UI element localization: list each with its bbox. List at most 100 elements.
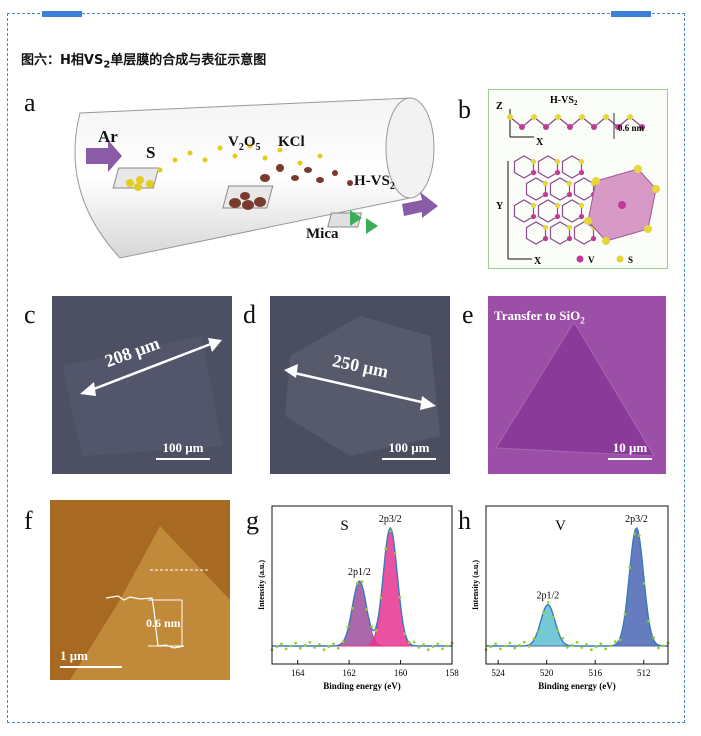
axis-z: Z: [496, 101, 503, 112]
xps-chart-v: 524 520 516 512 Binding energy (eV) Intensity…: [471, 505, 670, 691]
xps-data-point: [546, 601, 550, 604]
xps-data-point: [551, 615, 555, 619]
xps-data-point: [566, 645, 569, 649]
xps-data-point: [436, 642, 440, 646]
sulfur-atom: [578, 202, 585, 209]
sulfur-atom: [542, 180, 549, 187]
xps-data-point: [341, 640, 345, 644]
x-tick-label: 520: [540, 668, 554, 678]
xps-data-point: [542, 611, 545, 615]
xps-data-point: [393, 552, 397, 555]
vanadium-atom: [530, 213, 537, 220]
xps-data-point: [604, 647, 608, 651]
xps-data-point: [332, 642, 335, 646]
x-tick-label: 512: [637, 668, 651, 678]
panel-letter-b: b: [458, 95, 471, 124]
sulfur-atom: [542, 224, 549, 231]
xps-data-point: [445, 644, 449, 648]
xps-data-point: [431, 645, 435, 649]
vanadium-atom: [578, 169, 585, 176]
xps-data-point: [508, 641, 512, 645]
sulfur-atom: [578, 158, 585, 165]
panel-letter-g: g: [246, 506, 259, 535]
xps-data-point: [408, 641, 411, 644]
element-label: V: [555, 518, 566, 534]
frame-tab-right: [611, 11, 651, 17]
xps-data-point: [327, 645, 331, 649]
xps-data-point: [422, 643, 425, 646]
scalebar-f: 1 μm: [60, 648, 122, 668]
thickness-label: 0.6 nm: [618, 123, 645, 133]
xps-data-point: [303, 643, 307, 647]
optical-image-e: Transfer to SiO2 10 μm: [488, 296, 666, 474]
optical-image-c: 208 μm 100 μm: [52, 296, 232, 474]
vanadium-atom: [566, 235, 573, 242]
plot-frame: [485, 505, 669, 665]
panel-letter-c: c: [24, 300, 36, 329]
xps-data-point: [633, 532, 636, 536]
xps-data-point: [374, 629, 378, 632]
x-tick-label: 160: [394, 668, 408, 678]
xps-data-point: [346, 625, 350, 629]
xps-data-point: [561, 636, 564, 640]
panel-letter-a: a: [24, 88, 36, 117]
xps-data-point: [613, 640, 617, 644]
axis-y: Y: [496, 201, 504, 212]
x-tick-label: 516: [588, 668, 602, 678]
peak-label: 2p3/2: [379, 514, 402, 525]
xps-data-point: [594, 645, 598, 649]
panel-letter-h: h: [458, 506, 471, 535]
vanadium-atom: [542, 191, 549, 198]
x-tick-label: 162: [342, 668, 356, 678]
sulfur-atom: [566, 224, 573, 231]
plot-frame: [271, 505, 453, 665]
xps-data-point: [365, 608, 369, 611]
legend-v: V: [588, 255, 595, 265]
xps-data-point: [652, 636, 655, 639]
xps-data-point: [294, 641, 298, 645]
xps-data-point: [590, 648, 593, 652]
xps-data-point: [389, 529, 392, 533]
xps-data-point: [609, 644, 612, 648]
x-tick-label: 524: [491, 668, 505, 678]
xps-envelope: [272, 526, 452, 647]
xps-data-point: [398, 595, 402, 599]
axis-x-bottom: X: [534, 256, 542, 267]
scalebar-c: 100 μm: [156, 440, 210, 460]
vanadium-atom: [554, 213, 561, 220]
optical-image-d: 250 μm 100 μm: [270, 296, 450, 474]
panel-letter-f: f: [24, 506, 33, 535]
peak-label: 2p1/2: [536, 591, 559, 602]
vanadium-atom: [578, 213, 585, 220]
xps-data-point: [289, 644, 293, 648]
xps-data-point: [299, 646, 302, 650]
xps-data-point: [585, 643, 588, 646]
label-ar: Ar: [98, 127, 118, 146]
legend-s: S: [628, 255, 633, 265]
afm-image-f: 0.6 nm 1 μm: [50, 500, 230, 680]
xps-data-point: [318, 643, 321, 646]
xps-data-point: [426, 648, 430, 652]
xps-data-point: [623, 612, 627, 616]
structure-title: H-VS2: [550, 95, 578, 107]
xps-data-point: [494, 642, 497, 646]
xps-chart-s: 164 162 160 158 Binding energy (eV) Intensity…: [257, 505, 459, 691]
sulfur-atom: [566, 180, 573, 187]
x-axis-label: Binding energy (eV): [538, 681, 616, 691]
x-tick-label: 164: [291, 668, 305, 678]
xps-data-point: [518, 643, 521, 647]
scalebar-d: 100 μm: [382, 440, 436, 460]
xps-data-point: [637, 534, 641, 537]
xps-data-point: [379, 596, 383, 600]
sulfur-atom: [530, 158, 537, 165]
xps-data-point: [275, 645, 279, 649]
vanadium-atom: [542, 235, 549, 242]
xps-data-point: [580, 646, 584, 649]
xps-data-point: [527, 644, 531, 648]
xps-data-point: [355, 582, 359, 585]
xps-data-point: [336, 646, 340, 650]
xps-data-point: [322, 648, 326, 652]
frame-tab-left: [42, 11, 82, 17]
xps-data-point: [308, 640, 312, 644]
xps-data-point: [313, 646, 316, 649]
